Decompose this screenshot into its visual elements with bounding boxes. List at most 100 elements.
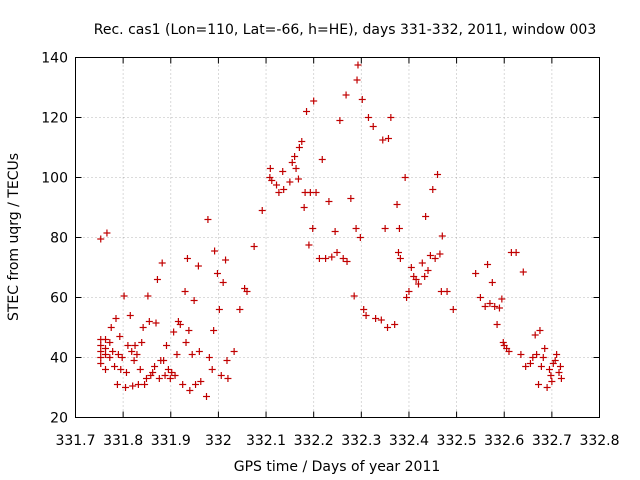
data-point [488,279,496,286]
data-point [97,235,105,243]
data-point [250,243,258,250]
data-point [210,327,218,334]
data-point [118,354,126,361]
data-point [449,306,457,313]
data-point [556,363,564,370]
data-point [170,328,178,336]
data-point [266,165,274,172]
data-point [422,213,430,220]
y-tick-label: 80 [50,231,68,247]
data-point [205,354,213,361]
data-point [431,255,439,262]
data-point [305,241,313,249]
data-point [217,372,225,379]
data-point [111,363,119,370]
data-point [188,351,196,358]
data-point [391,321,399,328]
data-point [138,339,146,346]
data-point [476,294,484,301]
data-point [128,348,136,355]
data-point [364,114,372,121]
data-point [116,333,124,340]
data-point [288,159,296,166]
data-point [393,201,401,208]
data-point [381,225,389,232]
data-point [181,288,189,295]
data-point [401,174,409,181]
data-point [362,312,370,319]
data-point [300,204,308,211]
y-tick-label: 20 [50,411,68,427]
data-point [258,207,266,214]
data-point [222,256,230,264]
data-point [541,345,549,352]
data-point [384,135,392,142]
data-point [161,372,169,379]
data-point [493,321,501,328]
data-point [491,303,499,310]
y-tick-label: 120 [41,111,68,127]
data-point [190,297,198,304]
data-point [280,186,288,193]
data-point [215,306,223,313]
data-point [553,351,561,358]
data-point [412,276,420,283]
data-point [551,357,559,364]
data-point [102,336,110,343]
y-tick-label: 60 [50,291,68,307]
data-point [443,288,451,295]
data-point [139,324,147,331]
data-point [126,312,134,319]
data-point [131,342,139,349]
data-point [328,253,336,261]
x-tick-label: 332.8 [579,433,619,449]
data-point [536,327,544,334]
data-point [353,76,361,84]
x-tick-labels: 331.7 331.8 331.9 332 332.1 332.2 332.3 332.4 33… [55,433,619,449]
data-point [555,369,563,376]
data-point [331,228,339,235]
data-point [183,255,191,262]
data-point [522,363,530,370]
data-point [352,225,360,232]
data-point [350,292,358,300]
data-point [396,255,404,262]
data-point [421,273,429,280]
data-point [495,304,503,312]
data-point [394,249,402,256]
data-point [379,136,387,144]
data-point [537,363,545,370]
data-point [377,316,385,324]
data-point [102,345,110,352]
data-point [176,321,184,328]
data-point [535,381,543,388]
data-point [312,189,320,196]
data-point [395,225,403,232]
data-point [134,381,142,388]
y-tick-label: 40 [50,351,68,367]
data-point [236,306,244,313]
data-point [539,354,547,361]
data-point [166,375,174,382]
data-point [97,360,105,367]
data-point [109,348,117,355]
data-point [499,339,507,346]
data-point [360,306,368,313]
data-point [438,232,446,240]
data-point [142,375,150,382]
data-point [519,268,527,276]
data-point [160,357,168,364]
data-point [102,351,110,358]
data-point [171,372,179,379]
x-axis-label: GPS time / Days of year 2011 [234,459,441,475]
data-point [407,264,415,271]
data-point [292,165,300,172]
data-point [120,292,128,300]
data-point [102,366,110,373]
data-point [512,249,520,256]
data-point [315,255,323,262]
data-point [106,354,114,361]
data-point [434,171,442,178]
data-point [97,354,105,361]
data-point [122,384,130,391]
